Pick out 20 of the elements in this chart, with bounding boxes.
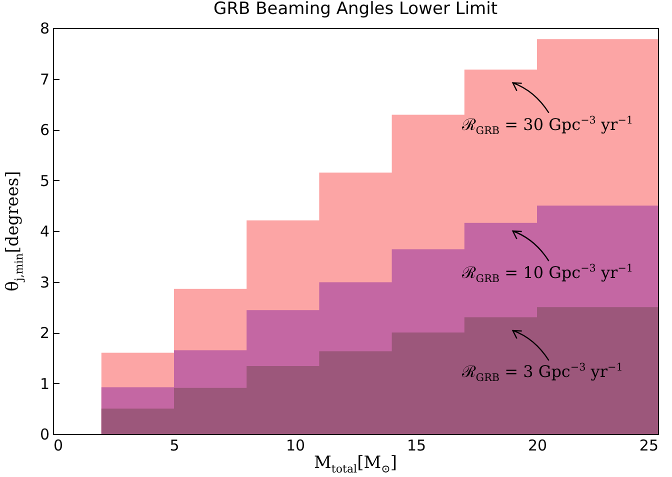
annotation: ℛ$_{GRB}$ = 3 Gpc$^{−3}$ yr$^{−1}$ <box>462 361 623 385</box>
x-tick-label: 25 <box>639 436 658 454</box>
y-tick-label: 7 <box>40 70 50 88</box>
y-tick-label: 8 <box>40 20 50 38</box>
y-tick-label: 0 <box>40 426 50 444</box>
x-tick-label: 5 <box>170 436 180 454</box>
y-tick-label: 6 <box>40 121 50 139</box>
x-tick-label: 20 <box>528 436 548 454</box>
annotation: ℛ$_{GRB}$ = 10 Gpc$^{−3}$ yr$^{−1}$ <box>462 262 634 286</box>
y-tick-label: 3 <box>40 273 50 292</box>
x-tick-label: 15 <box>406 436 426 454</box>
x-axis-title: M$_{total}$[M$_{⊙}$] <box>314 453 398 476</box>
y-tick-label: 2 <box>40 324 50 342</box>
x-tick-label: 0 <box>54 436 64 454</box>
chart-title: GRB Beaming Angles Lower Limit <box>214 0 498 19</box>
y-tick-label: 1 <box>40 374 50 393</box>
annotation: ℛ$_{GRB}$ = 30 Gpc$^{−3}$ yr$^{−1}$ <box>462 113 634 137</box>
y-tick-label: 5 <box>40 172 50 190</box>
x-tick-label: 10 <box>286 436 306 454</box>
y-tick-label: 4 <box>40 222 50 240</box>
